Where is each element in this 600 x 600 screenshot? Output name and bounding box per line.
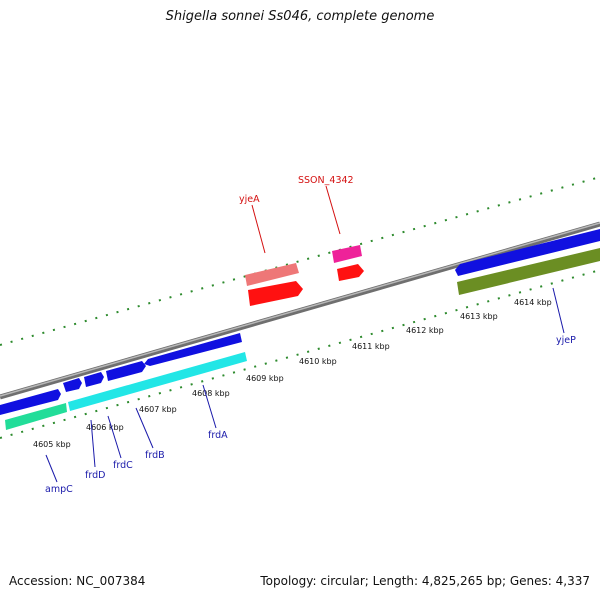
- leader-frdD: [90, 419, 96, 468]
- forward-genes: [0, 229, 600, 415]
- kbp-label-4614: 4614 kbp: [514, 298, 552, 307]
- label-frdB[interactable]: frdB: [145, 450, 165, 461]
- kbp-label-4608: 4608 kbp: [192, 389, 230, 398]
- kbp-label-4611: 4611 kbp: [352, 342, 390, 351]
- label-ampC[interactable]: ampC: [45, 484, 73, 495]
- lower-tick-row: [0, 269, 600, 439]
- kbp-label-4609: 4609 kbp: [246, 374, 284, 383]
- kbp-label-4612: 4612 kbp: [406, 326, 444, 335]
- kbp-label-4610: 4610 kbp: [299, 357, 337, 366]
- red-leaders: [251, 185, 341, 254]
- leader-frdA: [202, 384, 217, 429]
- genome-title: Shigella sonnei Ss046, complete genome: [165, 9, 435, 24]
- gene-ampC-track[interactable]: [5, 403, 67, 430]
- topology-label: Topology: circular; Length: 4,825,265 bp…: [260, 574, 590, 588]
- leader-yjeP: [552, 287, 565, 334]
- gene-frdA-arrow[interactable]: [144, 333, 242, 366]
- second-track-genes: [5, 248, 600, 430]
- gene-frd-track[interactable]: [68, 352, 247, 411]
- kbp-label-4607: 4607 kbp: [139, 405, 177, 414]
- gene-frdC-arrow[interactable]: [84, 372, 104, 387]
- gene-frdD-arrow[interactable]: [63, 378, 82, 392]
- gene-labels: ampC frdD frdC frdB frdA yjeP yjeA SSON_…: [45, 175, 576, 495]
- label-yjeP[interactable]: yjeP: [556, 335, 576, 346]
- gene-yjeA-salmon[interactable]: [245, 263, 299, 286]
- leader-frdC: [107, 415, 122, 459]
- gene-frdB-arrow[interactable]: [106, 361, 146, 381]
- genome-backbone: [0, 221, 600, 400]
- accession-label: Accession: NC_007384: [9, 574, 146, 588]
- kbp-label-4613: 4613 kbp: [460, 312, 498, 321]
- leader-SSON_4342: [325, 185, 341, 235]
- gene-yjeA-red[interactable]: [248, 281, 303, 306]
- label-frdA[interactable]: frdA: [208, 430, 228, 441]
- kbp-ticks: 4605 kbp 4606 kbp 4607 kbp 4608 kbp 4609…: [33, 298, 552, 449]
- leader-yjeA: [251, 204, 266, 254]
- kbp-label-4606: 4606 kbp: [86, 423, 124, 432]
- kbp-label-4605: 4605 kbp: [33, 440, 71, 449]
- gene-SSON_4342-red[interactable]: [337, 264, 364, 281]
- label-frdC[interactable]: frdC: [113, 460, 133, 471]
- label-frdD[interactable]: frdD: [85, 470, 105, 481]
- gene-SSON_4342-pink[interactable]: [332, 245, 362, 263]
- leader-frdB: [135, 407, 154, 449]
- gene-ampC-arrow[interactable]: [0, 389, 61, 415]
- gene-yjeP-track[interactable]: [457, 248, 600, 295]
- leader-ampC: [45, 454, 58, 483]
- label-yjeA[interactable]: yjeA: [239, 194, 260, 205]
- gene-right-forward-arrow[interactable]: [455, 229, 600, 276]
- blue-leaders: [45, 287, 565, 483]
- label-SSON_4342[interactable]: SSON_4342: [298, 175, 354, 186]
- upper-genes: [245, 245, 364, 306]
